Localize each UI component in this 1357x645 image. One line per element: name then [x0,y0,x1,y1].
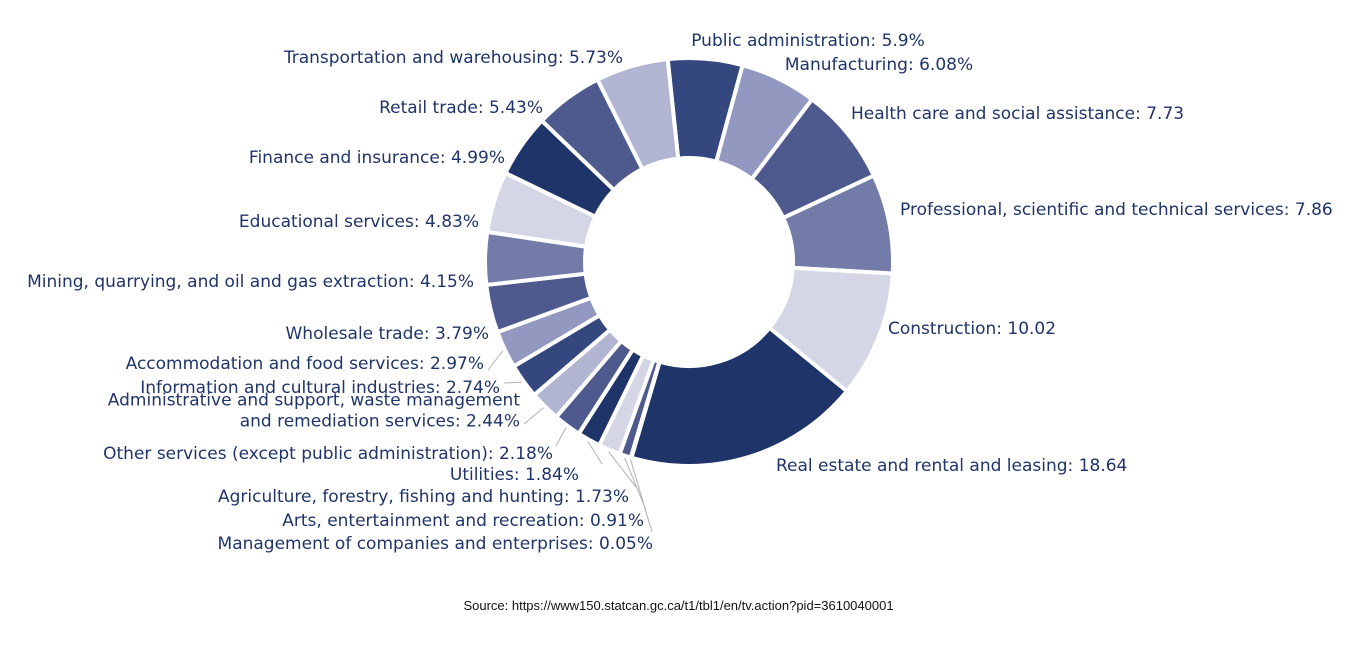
slice-label-5: Real estate and rental and leasing: 18.6… [776,456,1127,476]
slice-label-14: Wholesale trade: 3.79% [286,324,490,344]
slice-label-12: Information and cultural industries: 2.7… [140,378,500,398]
slice-label-6: Management of companies and enterprises:… [218,534,653,554]
slice-label-17: Finance and insurance: 4.99% [249,148,505,168]
leader-line-9 [587,441,603,465]
leader-line-10 [555,427,567,447]
slice-label-1: Manufacturing: 6.08% [785,55,973,75]
leader-line-12 [503,381,522,384]
leader-line-13 [487,350,504,371]
slice-label-19: Transportation and warehousing: 5.73% [283,48,623,68]
slice-5 [628,325,850,468]
leader-line-11 [523,407,544,425]
leader-lines-group [487,350,653,533]
leader-line-6 [630,459,653,533]
slice-label-8: Agriculture, forestry, fishing and hunti… [218,487,629,507]
slice-label-7: Arts, entertainment and recreation: 0.91… [282,511,644,531]
leader-line-8 [608,451,637,488]
slice-19 [594,56,681,172]
slice-label-3: Professional, scientific and technical s… [900,200,1333,220]
slice-labels-group: Public administration: 5.9% Manufacturing… [27,31,1333,554]
slice-label-16: Educational services: 4.83% [239,212,479,232]
slice-label-2: Health care and social assistance: 7.73 [851,104,1184,124]
slices-group [483,56,895,468]
slice-label-11: Administrative and support, waste manage… [108,391,521,432]
slice-label-15: Mining, quarrying, and oil and gas extra… [27,272,474,292]
leader-line-7 [624,457,647,511]
slice-label-10: Other services (except public administra… [103,444,553,464]
slice-label-0: Public administration: 5.9% [691,31,925,51]
source-note: Source: https://www150.statcan.gc.ca/t1/… [463,598,894,613]
slice-label-18: Retail trade: 5.43% [379,98,543,118]
slice-label-9: Utilities: 1.84% [450,465,579,485]
slice-label-13: Accommodation and food services: 2.97% [126,354,484,374]
slice-label-4: Construction: 10.02 [888,319,1056,339]
